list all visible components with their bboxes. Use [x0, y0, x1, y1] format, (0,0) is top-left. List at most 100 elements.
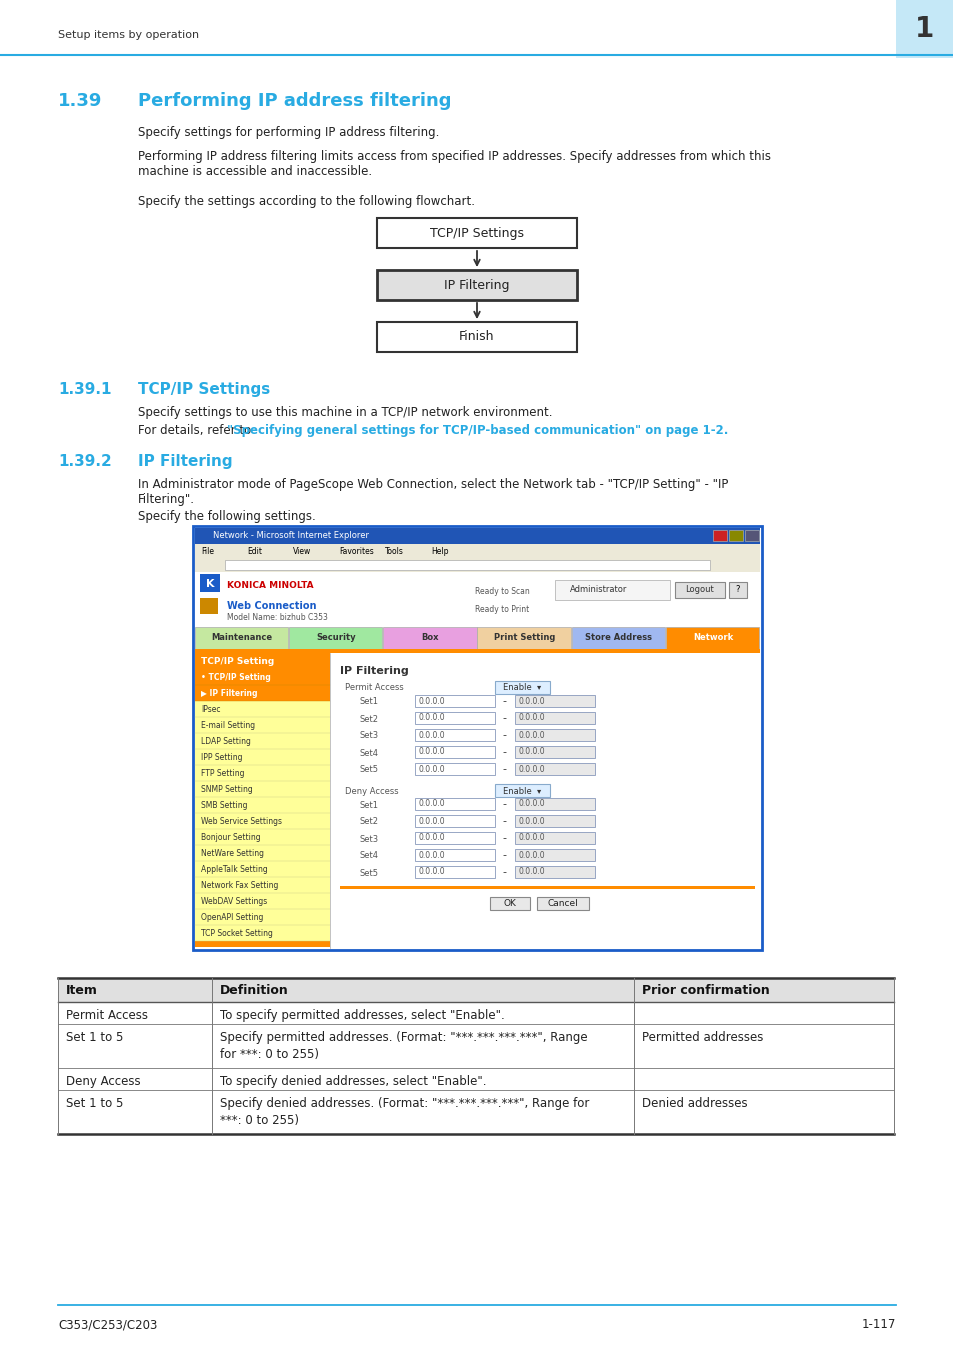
Text: 0.0.0.0: 0.0.0.0 [418, 714, 445, 722]
Text: Enable  ▾: Enable ▾ [502, 683, 540, 693]
Text: Box: Box [421, 633, 438, 643]
Text: Set3: Set3 [359, 834, 378, 844]
Text: 1.39.1: 1.39.1 [58, 382, 112, 397]
Bar [194, 528, 760, 544]
Text: 1.39: 1.39 [58, 92, 102, 109]
Bar [194, 572, 760, 626]
Text: For details, refer to: For details, refer to [138, 424, 254, 437]
Text: 0.0.0.0: 0.0.0.0 [418, 697, 445, 706]
Bar [515, 849, 595, 861]
Bar [376, 323, 577, 352]
Text: Help: Help [431, 547, 448, 555]
Bar [194, 829, 330, 845]
Text: Maintenance: Maintenance [212, 633, 273, 643]
Bar [194, 558, 760, 572]
Text: 0.0.0.0: 0.0.0.0 [518, 764, 545, 774]
Text: TCP/IP Setting: TCP/IP Setting [201, 656, 274, 666]
Bar [515, 763, 595, 775]
Text: Ready to Print: Ready to Print [475, 606, 529, 614]
Text: Print Setting: Print Setting [494, 633, 555, 643]
Text: Enable  ▾: Enable ▾ [502, 787, 540, 795]
Text: Bonjour Setting: Bonjour Setting [201, 833, 260, 841]
Text: Set 1 to 5: Set 1 to 5 [66, 1098, 123, 1110]
Bar [728, 582, 746, 598]
Bar [515, 832, 595, 844]
Bar [376, 270, 577, 300]
Text: Set5: Set5 [359, 868, 378, 878]
Text: 0.0.0.0: 0.0.0.0 [518, 748, 545, 756]
Text: Web Service Settings: Web Service Settings [201, 817, 282, 825]
Text: View: View [293, 547, 311, 555]
Text: TCP/IP Settings: TCP/IP Settings [430, 227, 523, 239]
Text: 0.0.0.0: 0.0.0.0 [518, 817, 545, 825]
Text: Specify permitted addresses. (Format: "***.***.***.***", Range
for ***: 0 to 255: Specify permitted addresses. (Format: "*… [220, 1031, 587, 1061]
Bar [515, 729, 595, 741]
Bar [415, 747, 495, 757]
Bar [728, 531, 742, 541]
Bar [339, 886, 754, 890]
Bar [376, 217, 577, 248]
Text: Definition: Definition [220, 984, 289, 996]
Text: 0.0.0.0: 0.0.0.0 [418, 868, 445, 876]
Bar [571, 626, 664, 649]
Bar [194, 925, 330, 941]
Text: 1: 1 [915, 15, 934, 43]
Bar [383, 626, 476, 649]
Text: IPsec: IPsec [201, 705, 220, 714]
Text: IP Filtering: IP Filtering [138, 454, 233, 468]
Text: "Specifying general settings for TCP/IP-based communication" on page 1-2.: "Specifying general settings for TCP/IP-… [227, 424, 727, 437]
Bar [555, 580, 669, 599]
Text: Administrator: Administrator [569, 586, 627, 594]
Text: 0.0.0.0: 0.0.0.0 [418, 764, 445, 774]
Bar [58, 977, 893, 1002]
Bar [194, 649, 760, 653]
Bar [194, 544, 760, 558]
Text: Network - Microsoft Internet Explorer: Network - Microsoft Internet Explorer [213, 532, 369, 540]
Text: OK: OK [503, 899, 516, 907]
Bar [194, 796, 330, 813]
Bar [193, 526, 761, 950]
Text: Cancel: Cancel [547, 899, 578, 907]
Bar [194, 909, 330, 925]
Bar [200, 574, 220, 593]
Text: 0.0.0.0: 0.0.0.0 [518, 799, 545, 809]
Text: -: - [501, 747, 505, 757]
Text: Set3: Set3 [359, 732, 378, 741]
Bar [194, 653, 330, 670]
Text: ?: ? [735, 586, 740, 594]
Bar [495, 680, 550, 694]
Text: Finish: Finish [458, 331, 495, 343]
Bar [415, 729, 495, 741]
Text: -: - [501, 730, 505, 740]
Text: 0.0.0.0: 0.0.0.0 [418, 730, 445, 740]
Text: Specify settings to use this machine in a TCP/IP network environment.: Specify settings to use this machine in … [138, 406, 552, 418]
Text: 0.0.0.0: 0.0.0.0 [518, 850, 545, 860]
Text: -: - [501, 697, 505, 706]
Text: 0.0.0.0: 0.0.0.0 [418, 799, 445, 809]
Bar [194, 684, 330, 701]
Bar [515, 695, 595, 707]
Text: Model Name: bizhub C353: Model Name: bizhub C353 [227, 613, 328, 622]
Bar [415, 832, 495, 844]
Text: Security: Security [316, 633, 355, 643]
Bar [194, 892, 330, 909]
Text: 0.0.0.0: 0.0.0.0 [418, 833, 445, 842]
Bar [289, 626, 382, 649]
Text: 0.0.0.0: 0.0.0.0 [518, 730, 545, 740]
Bar [194, 813, 330, 829]
Bar [415, 798, 495, 810]
Text: Setup items by operation: Setup items by operation [58, 30, 199, 40]
Text: IP Filtering: IP Filtering [444, 278, 509, 292]
Text: To specify permitted addresses, select "Enable".: To specify permitted addresses, select "… [220, 1008, 504, 1022]
Text: 0.0.0.0: 0.0.0.0 [418, 850, 445, 860]
Text: K: K [206, 579, 214, 589]
Text: 1-117: 1-117 [861, 1319, 895, 1331]
Text: -: - [501, 850, 505, 860]
Bar [415, 815, 495, 828]
Bar [895, 0, 953, 58]
Text: Deny Access: Deny Access [66, 1075, 140, 1088]
Text: Ready to Scan: Ready to Scan [475, 587, 529, 597]
Bar [495, 784, 550, 796]
Text: In Administrator mode of PageScope Web Connection, select the Network tab - "TCP: In Administrator mode of PageScope Web C… [138, 478, 727, 506]
Bar [741, 544, 758, 558]
